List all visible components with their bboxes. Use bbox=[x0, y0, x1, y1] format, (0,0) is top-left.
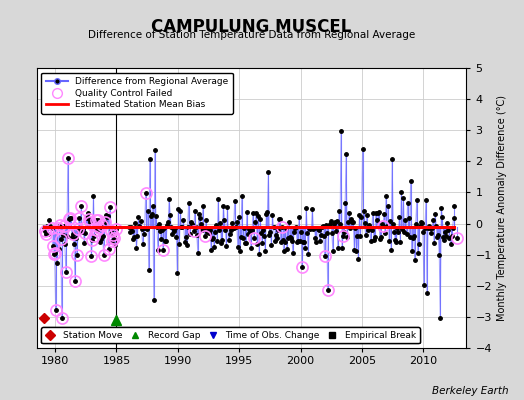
Legend: Station Move, Record Gap, Time of Obs. Change, Empirical Break: Station Move, Record Gap, Time of Obs. C… bbox=[41, 327, 420, 344]
Text: Difference of Station Temperature Data from Regional Average: Difference of Station Temperature Data f… bbox=[88, 30, 415, 40]
Y-axis label: Monthly Temperature Anomaly Difference (°C): Monthly Temperature Anomaly Difference (… bbox=[497, 95, 507, 321]
Text: CAMPULUNG MUSCEL: CAMPULUNG MUSCEL bbox=[151, 18, 352, 36]
Text: Berkeley Earth: Berkeley Earth bbox=[432, 386, 508, 396]
